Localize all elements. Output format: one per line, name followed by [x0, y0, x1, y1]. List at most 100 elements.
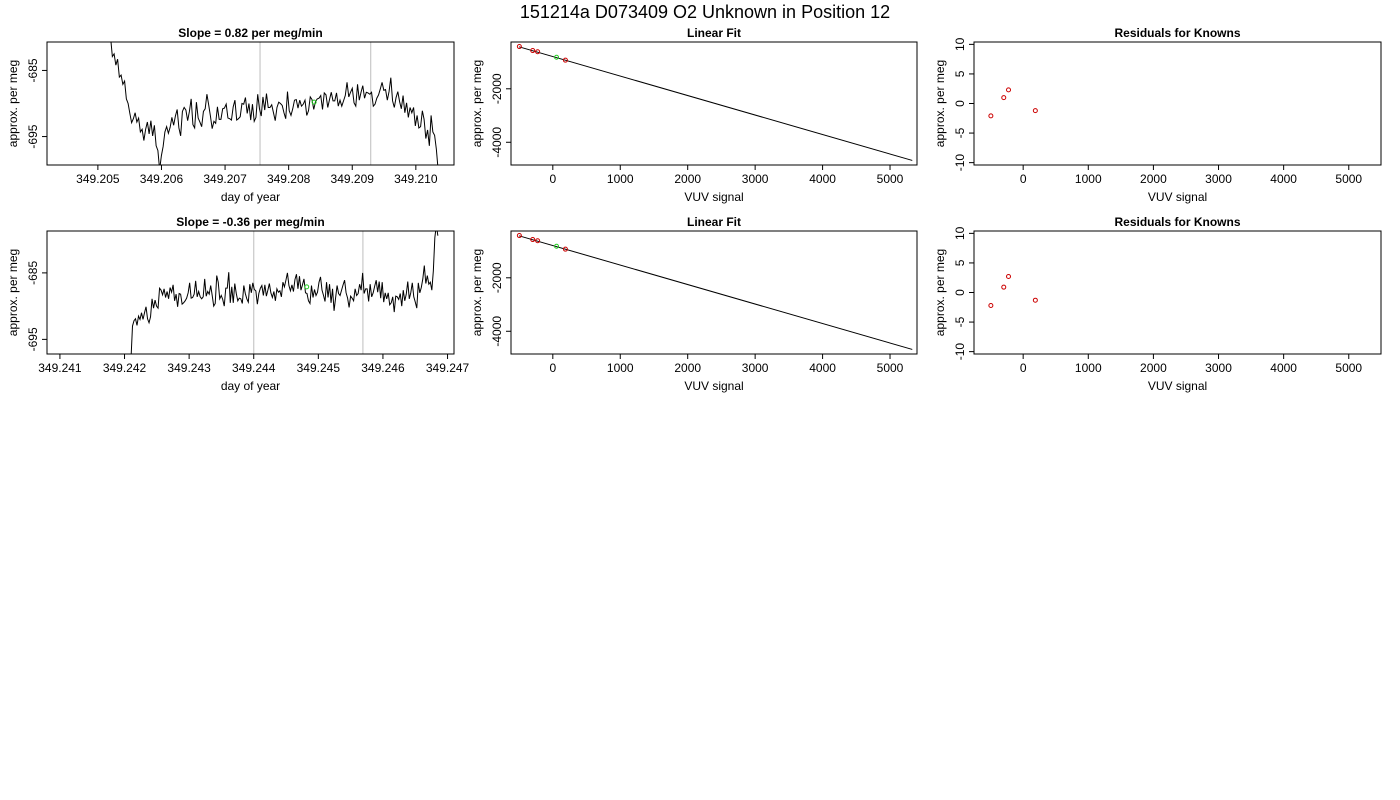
x-tick-label: 349.246 [361, 361, 405, 375]
y-tick-label: -5 [953, 127, 967, 138]
x-tick-label: 0 [549, 361, 556, 375]
known-point [535, 238, 541, 244]
x-tick-label: 3000 [1205, 172, 1232, 186]
plot-frame [46, 230, 455, 355]
x-tick-label: 3000 [1205, 361, 1232, 375]
x-tick-label: 3000 [742, 172, 769, 186]
y-tick-label: -685 [26, 261, 40, 285]
plot-area [988, 274, 1038, 309]
plot-frame [973, 41, 1382, 166]
y-tick-label: 10 [953, 226, 967, 240]
trace-line [130, 231, 439, 354]
x-tick-label: 5000 [877, 361, 904, 375]
panel-title: Residuals for Knowns [1114, 215, 1240, 229]
known-point [516, 44, 522, 50]
known-point [562, 57, 568, 63]
y-tick-label: 0 [953, 100, 967, 107]
x-tick-label: 1000 [1075, 361, 1102, 375]
residual-point [988, 113, 994, 119]
panel-r2-fit: Linear Fit 0 1000 2000 3000 4000 5000 -2000 -400… [470, 215, 918, 393]
plot-frame [510, 230, 918, 355]
y-tick-label: -4000 [490, 127, 504, 158]
x-axis-label: VUV signal [1148, 379, 1207, 393]
y-tick-label: -5 [953, 316, 967, 327]
x-tick-label: 4000 [809, 361, 836, 375]
y-tick-label: -4000 [490, 316, 504, 347]
panel-r1-fit: Linear Fit 0 1000 2000 3000 4000 5000 -2000 -400… [470, 26, 918, 204]
y-axis-label: approx. per meg [6, 60, 20, 147]
unknown-point [554, 54, 560, 60]
y-tick-label: -10 [953, 343, 967, 361]
plot-area [130, 231, 439, 354]
residual-point [1032, 108, 1038, 114]
y-axis-label: approx. per meg [933, 249, 947, 336]
panel-r2-res: Residuals for Knowns 0 1000 2000 3000 4000 500… [933, 215, 1382, 393]
x-tick-label: 5000 [877, 172, 904, 186]
plot-frame [973, 230, 1382, 355]
residual-point [988, 303, 994, 309]
plot-frame [510, 41, 918, 166]
known-point [530, 237, 536, 243]
plot-area [516, 233, 913, 350]
x-tick-label: 4000 [1270, 361, 1297, 375]
unknown-point [554, 243, 560, 249]
residual-point [1001, 284, 1007, 290]
known-point [516, 233, 522, 239]
x-tick-label: 0 [549, 172, 556, 186]
y-tick-label: 5 [953, 70, 967, 77]
x-axis-label: VUV signal [684, 379, 743, 393]
panels: Slope = 0.82 per meg/min 349.205 349.206 34… [6, 26, 1382, 393]
residual-point [1006, 87, 1012, 93]
x-tick-label: 349.208 [267, 172, 311, 186]
x-tick-label: 349.209 [331, 172, 375, 186]
residual-point [1001, 95, 1007, 101]
trace-line [110, 42, 439, 165]
x-axis-label: day of year [221, 190, 280, 204]
y-tick-label: 5 [953, 259, 967, 266]
plot-area [516, 44, 913, 161]
x-axis-label: day of year [221, 379, 280, 393]
x-tick-label: 3000 [742, 361, 769, 375]
plot-frame [46, 41, 455, 166]
y-tick-label: -2000 [490, 262, 504, 293]
x-tick-label: 349.245 [297, 361, 341, 375]
x-axis-label: VUV signal [684, 190, 743, 204]
x-axis-label: VUV signal [1148, 190, 1207, 204]
panel-title: Residuals for Knowns [1114, 26, 1240, 40]
known-point [562, 246, 568, 252]
x-tick-label: 349.210 [394, 172, 438, 186]
x-tick-label: 2000 [674, 361, 701, 375]
x-tick-label: 349.205 [76, 172, 120, 186]
y-tick-label: -695 [26, 327, 40, 351]
x-tick-label: 0 [1020, 361, 1027, 375]
panel-title: Linear Fit [687, 215, 741, 229]
fit-line [518, 235, 913, 350]
page-title: 151214a D073409 O2 Unknown in Position 1… [520, 2, 890, 22]
x-tick-label: 2000 [1140, 361, 1167, 375]
x-tick-label: 5000 [1335, 172, 1362, 186]
y-tick-label: 10 [953, 37, 967, 51]
plot-area [110, 42, 439, 165]
x-tick-label: 349.244 [232, 361, 276, 375]
panel-r1-res: Residuals for Knowns 0 1000 2000 3000 4000 500… [933, 26, 1382, 204]
y-tick-label: 0 [953, 289, 967, 296]
known-point [530, 48, 536, 54]
panel-r2-trace: Slope = -0.36 per meg/min 349.241 349.242 3… [6, 215, 470, 393]
panel-title: Linear Fit [687, 26, 741, 40]
x-tick-label: 349.243 [167, 361, 211, 375]
y-axis-label: approx. per meg [470, 249, 484, 336]
panel-title: Slope = 0.82 per meg/min [178, 26, 322, 40]
x-tick-label: 349.242 [103, 361, 147, 375]
y-tick-label: -695 [26, 124, 40, 148]
x-tick-label: 349.206 [140, 172, 184, 186]
fit-line [518, 46, 913, 161]
known-point [535, 49, 541, 55]
x-tick-label: 1000 [607, 172, 634, 186]
x-tick-label: 1000 [1075, 172, 1102, 186]
residual-point [1006, 274, 1012, 280]
y-tick-label: -10 [953, 154, 967, 172]
x-tick-label: 2000 [1140, 172, 1167, 186]
y-tick-label: -2000 [490, 73, 504, 104]
y-axis-label: approx. per meg [470, 60, 484, 147]
